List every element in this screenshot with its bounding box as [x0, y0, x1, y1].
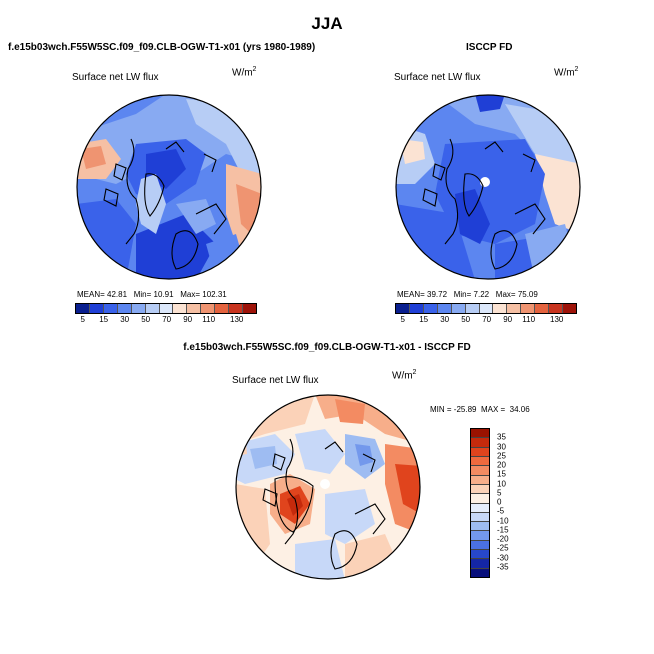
colorbar-swatch — [103, 304, 118, 313]
colorbar-swatch — [76, 304, 90, 313]
colorbar-swatch — [409, 304, 424, 313]
colorbar-tick-label: 30 — [497, 442, 506, 451]
colorbar-swatch — [471, 475, 489, 485]
colorbar-swatch — [471, 484, 489, 495]
colorbar-tick-label: 15 — [99, 315, 109, 324]
colorbar-swatch — [423, 304, 438, 313]
colorbar-tick-label: 15 — [497, 469, 506, 479]
colorbar-swatch — [187, 304, 202, 313]
colorbar-swatch — [471, 438, 489, 448]
colorbar-swatch — [396, 304, 410, 313]
colorbar-swatch — [131, 304, 146, 313]
colorbar-tick-label: 70 — [162, 315, 172, 324]
colorbar-swatch — [471, 568, 489, 577]
colorbar-tick-label: 50 — [141, 315, 151, 324]
colorbar-swatch — [471, 540, 489, 551]
diff-stats: MIN = -25.89 MAX = 34.06 — [430, 405, 530, 414]
colorbar-swatch — [201, 304, 216, 313]
colorbar-swatch — [471, 466, 489, 476]
colorbar-swatch — [471, 494, 489, 504]
colorbar-swatch — [471, 531, 489, 541]
colorbar-tick-label: 35 — [497, 432, 506, 442]
diff-polar-map — [235, 394, 421, 580]
colorbar-tick-label: -5 — [497, 506, 505, 516]
colorbar-swatch — [89, 304, 104, 313]
diff-colorbar: 35 30 25 20 15 10 5 0 -5 -10 -15 -20 -25 -30 -35 — [470, 428, 530, 578]
colorbar-tick-label: 110 — [522, 315, 536, 324]
obs-colorbar: 5 15 30 50 70 90 110 130 — [395, 303, 577, 324]
colorbar-swatch — [471, 559, 489, 569]
colorbar-swatch — [521, 304, 536, 313]
colorbar-swatch — [471, 447, 489, 457]
colorbar-swatch — [507, 304, 522, 313]
model-colorbar: 5 15 30 50 70 90 110 130 — [75, 303, 257, 324]
colorbar-swatch — [243, 304, 256, 313]
colorbar-tick-label: 70 — [482, 315, 492, 324]
colorbar-tick-label: -30 — [497, 553, 509, 562]
colorbar-swatch — [117, 304, 132, 313]
model-stats: MEAN= 42.81 Min= 10.91 Max= 102.31 — [77, 290, 227, 299]
colorbar-tick-label: 50 — [461, 315, 471, 324]
page-title: JJA — [311, 14, 343, 33]
obs-panel-title: ISCCP FD — [466, 42, 513, 53]
colorbar-swatch — [471, 456, 489, 467]
colorbar-swatch — [471, 503, 489, 513]
colorbar-tick-label: 110 — [202, 315, 216, 324]
colorbar-swatch — [145, 304, 160, 313]
colorbar-tick-label: 5 — [80, 315, 85, 324]
colorbar-swatch — [479, 304, 494, 313]
colorbar-swatch — [535, 304, 550, 313]
colorbar-tick-label: -10 — [497, 516, 509, 525]
colorbar-tick-label: 25 — [497, 451, 506, 461]
colorbar-swatch — [493, 304, 508, 313]
colorbar-swatch — [465, 304, 480, 313]
colorbar-swatch — [159, 304, 174, 313]
colorbar-tick-label: 15 — [419, 315, 429, 324]
model-panel-title: f.e15b03wch.F55W5SC.f09_f09.CLB-OGW-T1-x… — [8, 42, 316, 53]
colorbar-swatch — [471, 512, 489, 523]
obs-stats: MEAN= 39.72 Min= 7.22 Max= 75.09 — [397, 290, 538, 299]
colorbar-tick-label: 30 — [440, 315, 450, 324]
colorbar-tick-label: -15 — [497, 525, 509, 535]
colorbar-swatch — [563, 304, 576, 313]
colorbar-tick-label: -20 — [497, 534, 509, 544]
colorbar-swatch — [437, 304, 452, 313]
colorbar-swatch — [173, 304, 188, 313]
model-polar-map — [76, 94, 262, 280]
colorbar-tick-label: 20 — [497, 460, 506, 470]
colorbar-tick-label: -35 — [497, 562, 509, 572]
model-variable-label: Surface net LW flux — [72, 72, 159, 83]
diff-units-label: W/m2 — [392, 369, 417, 382]
model-units-label: W/m2 — [232, 66, 257, 79]
obs-variable-label: Surface net LW flux — [394, 72, 481, 83]
colorbar-tick-label: 30 — [120, 315, 130, 324]
colorbar-tick-label: 90 — [183, 315, 193, 324]
colorbar-tick-label: 10 — [497, 479, 506, 488]
colorbar-tick-label: 130 — [550, 315, 564, 324]
colorbar-tick-label: 5 — [400, 315, 405, 324]
colorbar-swatch — [215, 304, 230, 313]
colorbar-tick-label: 5 — [497, 488, 502, 498]
obs-units-label: W/m2 — [554, 66, 579, 79]
colorbar-tick-label: 90 — [503, 315, 513, 324]
colorbar-swatch — [549, 304, 564, 313]
colorbar-tick-label: 130 — [230, 315, 244, 324]
colorbar-tick-label: 0 — [497, 497, 502, 507]
obs-polar-map — [395, 94, 581, 280]
colorbar-tick-label: -25 — [497, 543, 509, 553]
colorbar-swatch — [451, 304, 466, 313]
colorbar-swatch — [229, 304, 244, 313]
colorbar-swatch — [471, 550, 489, 560]
diff-panel-title: f.e15b03wch.F55W5SC.f09_f09.CLB-OGW-T1-x… — [183, 342, 471, 353]
colorbar-swatch — [471, 429, 489, 439]
colorbar-swatch — [471, 522, 489, 532]
diff-variable-label: Surface net LW flux — [232, 375, 319, 386]
